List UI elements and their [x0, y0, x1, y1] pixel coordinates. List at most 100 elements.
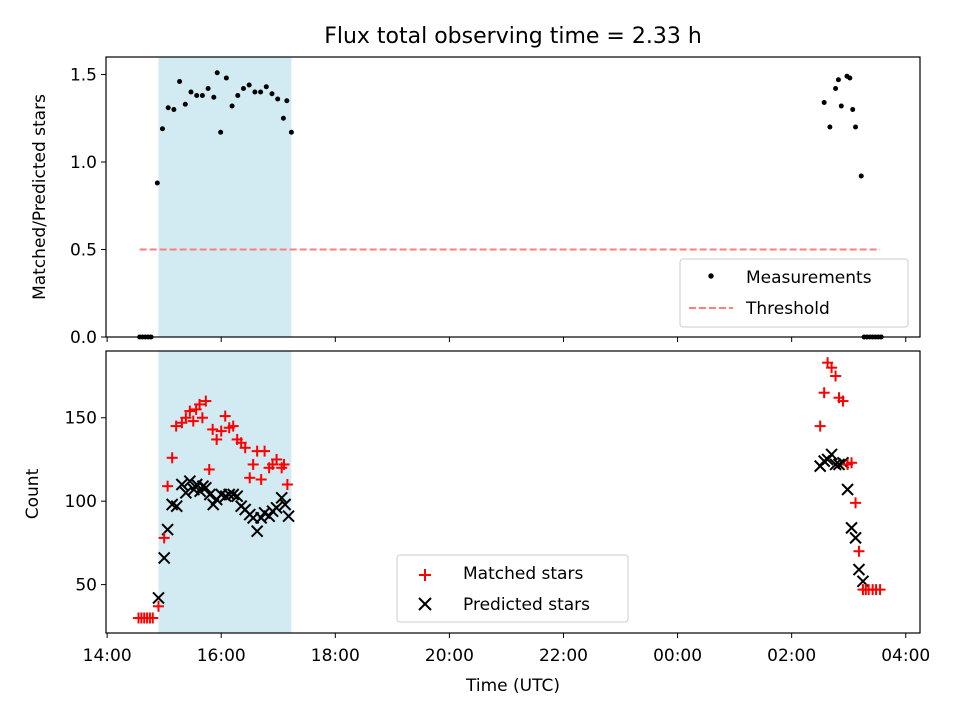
- predicted-star-point: [183, 474, 197, 488]
- x-tick-label: 02:00: [767, 646, 816, 666]
- matched-star-point: [207, 423, 219, 435]
- measurement-point: [252, 89, 258, 95]
- matched-star-point: [196, 412, 208, 424]
- x-axis-label: Time (UTC): [465, 676, 560, 696]
- ratio-y-tick-label: 1.5: [70, 66, 97, 86]
- measurement-point: [246, 82, 252, 88]
- matched-star-point: [203, 463, 215, 475]
- matched-star-point: [194, 398, 206, 410]
- matched-star-point: [255, 473, 267, 485]
- measurement-point: [199, 93, 205, 98]
- ratio-y-tick-label: 0.5: [70, 241, 97, 261]
- matched-star-point: [281, 478, 293, 490]
- count-y-tick-label: 150: [65, 409, 97, 429]
- matched-star-point: [215, 425, 227, 437]
- chart-title: Flux total observing time = 2.33 h: [324, 24, 702, 49]
- matched-star-point: [184, 405, 196, 417]
- predicted-star-point: [832, 458, 846, 471]
- measurement-point: [194, 93, 200, 98]
- matched-star-point: [166, 452, 178, 464]
- measurement-point: [835, 77, 841, 83]
- ratio-panel-y-label: Matched/Predicted stars: [30, 94, 50, 300]
- matched-star-point: [814, 420, 826, 432]
- matched-star-point: [219, 410, 231, 422]
- measurement-point: [182, 101, 188, 107]
- matched-star-point: [162, 480, 174, 492]
- measurement-point: [850, 107, 856, 112]
- x-tick-label: 22:00: [539, 646, 588, 666]
- matched-star-point: [187, 415, 199, 427]
- x-tick-label: 14:00: [83, 646, 132, 666]
- measurement-point: [833, 86, 839, 91]
- measurement-point: [258, 89, 264, 95]
- measurement-point: [223, 75, 229, 81]
- matched-star-point: [278, 458, 290, 470]
- matched-star-point: [147, 612, 159, 624]
- matched-star-point: [180, 412, 192, 424]
- ratio-panel: 0.0 0.5 1.0 1.5 Matched/Predicted stars Mea…: [30, 56, 921, 348]
- measurement-point: [229, 103, 235, 109]
- matched-star-point: [211, 433, 223, 445]
- measurement-point: [280, 115, 286, 121]
- x-tick-label: 00:00: [653, 646, 702, 666]
- measurement-point: [154, 180, 160, 186]
- predicted-star-point: [825, 448, 838, 461]
- measurement-point: [288, 129, 294, 135]
- measurement-point: [205, 86, 211, 91]
- matched-star-point: [826, 362, 838, 374]
- count-legend-box: [396, 554, 629, 623]
- matched-star-point: [158, 532, 170, 544]
- matched-star-point: [874, 584, 886, 596]
- matched-star-point: [200, 395, 212, 407]
- measurement-point: [214, 70, 220, 76]
- matched-star-point: [244, 472, 256, 484]
- legend-measurements-label: Measurements: [746, 268, 872, 288]
- predicted-star-point: [179, 486, 193, 500]
- x-tick-label: 20:00: [425, 646, 474, 666]
- measurement-point: [235, 93, 241, 98]
- matched-star-point: [850, 497, 862, 509]
- predicted-star-point: [845, 521, 858, 535]
- matched-star-point: [227, 420, 239, 432]
- measurement-point: [240, 86, 246, 91]
- matched-star-point: [271, 453, 283, 465]
- measurement-point: [177, 79, 183, 84]
- predicted-star-point: [250, 525, 264, 538]
- predicted-star-point: [199, 481, 213, 495]
- predicted-star-point: [230, 489, 244, 503]
- legend-threshold-label: Threshold: [745, 299, 830, 319]
- predicted-star-point: [278, 498, 292, 511]
- count-y-tick-label: 50: [75, 576, 97, 596]
- count-panel: 50 100 150 14:00 16:00 18:00 20:00 22:00 00:00 0…: [23, 350, 930, 696]
- predicted-star-point: [282, 509, 295, 523]
- count-panel-legend: Matched stars Predicted stars: [396, 554, 629, 623]
- legend-matched-marker: [419, 569, 431, 581]
- measurement-point: [858, 173, 864, 179]
- count-y-tick-label: 100: [65, 492, 97, 512]
- matched-star-point: [170, 420, 182, 432]
- measurement-point: [847, 75, 853, 81]
- measurement-point: [171, 107, 177, 112]
- ratio-y-tick-label: 0.0: [70, 328, 97, 348]
- ratio-y-tick-label: 1.0: [70, 153, 97, 173]
- matched-star-point: [259, 445, 271, 457]
- measurement-point: [188, 89, 194, 95]
- predicted-star-point: [849, 531, 862, 545]
- measurement-point: [827, 124, 833, 130]
- measurement-point: [275, 96, 281, 102]
- matched-star-point: [239, 442, 251, 454]
- ratio-panel-frame: [105, 56, 921, 338]
- predicted-star-point: [175, 478, 189, 491]
- ratio-panel-legend: Measurements Threshold: [679, 258, 909, 328]
- measurement-point: [165, 105, 171, 111]
- matched-star-point: [247, 458, 259, 470]
- x-tick-label: 18:00: [311, 646, 360, 666]
- measurement-point: [853, 124, 859, 130]
- predicted-star-point: [157, 551, 171, 565]
- x-tick-label: 16:00: [197, 646, 246, 666]
- legend-predicted-label: Predicted stars: [463, 595, 590, 615]
- predicted-star-point: [203, 488, 217, 501]
- measurement-point: [159, 126, 165, 132]
- legend-predicted-marker: [418, 597, 432, 611]
